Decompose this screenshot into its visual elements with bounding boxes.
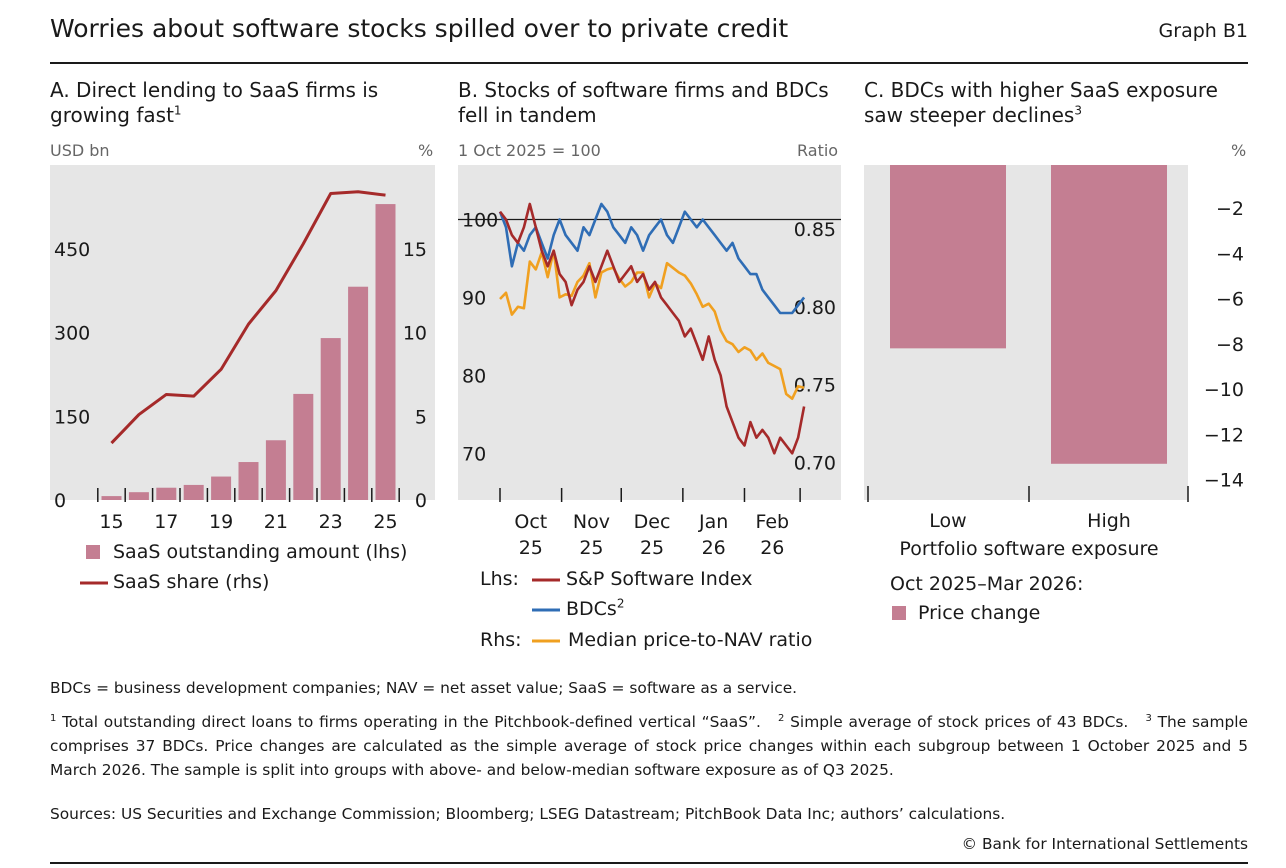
panel-a-ytick-left: 450 [54,239,90,261]
panel-a-xtick-label: 21 [264,511,288,533]
panel-b-sp-line [498,202,806,455]
panel-b-ytick-left: 100 [462,210,498,232]
sources-note: Sources: US Securities and Exchange Comm… [50,805,1006,823]
panel-b-title: B. Stocks of software firms and BDCs fel… [458,78,829,127]
footnotes: 1 Total outstanding direct loans to firm… [50,712,1248,779]
legend-b-bdc-label: BDCs2 [566,596,625,620]
panel-c-ytick: −12 [1204,424,1244,446]
legend-b-lhs: Lhs: [480,568,519,590]
panel-a-xtick-label: 19 [209,511,233,533]
legend-a-line-label: SaaS share (rhs) [113,571,270,593]
page-title: Worries about software stocks spilled ov… [50,14,789,43]
panel-b-xtick-label: Nov [573,511,610,533]
panel-a-ytick-right: 15 [403,239,427,261]
panel-c-unit-right: % [1231,141,1247,160]
copyright: © Bank for International Settlements [961,835,1248,853]
panel-a-xtick-label: 25 [373,511,397,533]
panel-c-ytick: −8 [1216,334,1244,356]
panel-a-bar [128,492,149,500]
graph-id: Graph B1 [1158,20,1248,42]
panel-a-bar [156,487,177,500]
panel-c-bar [1051,165,1167,464]
panel-b-unit-left: 1 Oct 2025 = 100 [458,141,601,160]
panel-c-bar [890,165,1006,349]
panel-b-xtick-label-year: 25 [579,537,603,559]
panel-b-xtick-label-year: 25 [519,537,543,559]
panel-c-xtick-label: Low [929,510,966,532]
panel-a-bar [211,476,232,500]
panel-a-bar [348,286,369,500]
panel-b-ytick-right: 0.75 [794,375,836,397]
panel-b-chart: 70 80 90 100 0.70 0.75 0.80 0.85 Oct 25 Nov 25 Dec 25… [458,165,841,559]
panel-c-chart: −2 −4 −6 −8 −10 −12 −14 Low High Portfolio softwa… [864,165,1244,560]
panel-c-ytick: −6 [1216,289,1244,311]
panel-a-bar [265,440,286,500]
panel-a-unit-right: % [418,141,434,160]
panel-c-ytick: −4 [1216,243,1244,265]
panel-a-ytick-left: 300 [54,323,90,345]
panel-b-unit-right: Ratio [797,141,839,160]
panel-a-bar [183,484,204,500]
panel-a-chart: 0 150 300 450 0 5 10 15 15 17 19 21 23 25 [50,165,435,533]
panel-a-ytick-right: 5 [415,406,427,428]
panel-a-xtick-label: 17 [154,511,178,533]
panel-a-ytick-left: 150 [54,406,90,428]
panel-b-xtick-label-year: 26 [760,537,784,559]
panel-a-bar [320,338,341,500]
legend-b-nav-label: Median price-to-NAV ratio [568,629,813,651]
panel-a-bar [101,496,122,500]
panel-b-ytick-left: 90 [462,287,486,309]
panel-b-ytick-left: 80 [462,365,486,387]
panel-b-xtick-label: Feb [755,511,789,533]
panel-a-bar [293,393,314,500]
panel-a-bar [375,204,396,501]
panel-c-xlabel: Portfolio software exposure [899,538,1158,560]
panel-b-xtick-label: Jan [698,511,728,533]
top-rule [50,62,1248,64]
panel-b-ytick-right: 0.85 [794,219,836,241]
legend-b-rhs: Rhs: [480,629,522,651]
panel-b-ytick-right: 0.80 [794,297,836,319]
panel-c-title: C. BDCs with higher SaaS exposure saw st… [864,78,1218,127]
panel-b-xtick-label-year: 26 [702,537,726,559]
panel-a-share-line [110,190,386,445]
panel-b-nav-line [499,249,805,401]
panel-b-xtick-label: Oct [514,511,547,533]
panel-b-ytick-left: 70 [462,443,486,465]
panel-a-title: A. Direct lending to SaaS firms is growi… [50,78,379,127]
panel-b-bdc-line [498,202,806,315]
panel-b-xtick-label-year: 25 [640,537,664,559]
panel-a-bar [238,462,259,500]
legend-b-sp-label: S&P Software Index [566,568,753,590]
legend-a-bar-label: SaaS outstanding amount (lhs) [113,541,408,563]
panel-b-plot-area [458,165,841,500]
legend-c-period: Oct 2025–Mar 2026: [890,573,1084,595]
panel-a-ytick-right: 10 [403,323,427,345]
panel-b-xtick-label: Dec [634,511,671,533]
panel-a-xtick-label: 15 [99,511,123,533]
panel-c-xtick-label: High [1087,510,1131,532]
panel-a-unit-left: USD bn [50,141,110,160]
panel-a-ytick-left: 0 [54,490,66,512]
panel-b-ytick-right: 0.70 [794,453,836,475]
panel-c-ytick: −14 [1204,470,1244,492]
panel-a-ytick-right: 0 [415,490,427,512]
bottom-rule [50,862,1248,864]
panel-c-ytick: −2 [1216,198,1244,220]
panel-c-ytick: −10 [1204,379,1244,401]
legend-c-item: Price change [918,602,1041,624]
abbreviations-note: BDCs = business development companies; N… [50,679,798,697]
panel-a-xtick-label: 23 [319,511,343,533]
